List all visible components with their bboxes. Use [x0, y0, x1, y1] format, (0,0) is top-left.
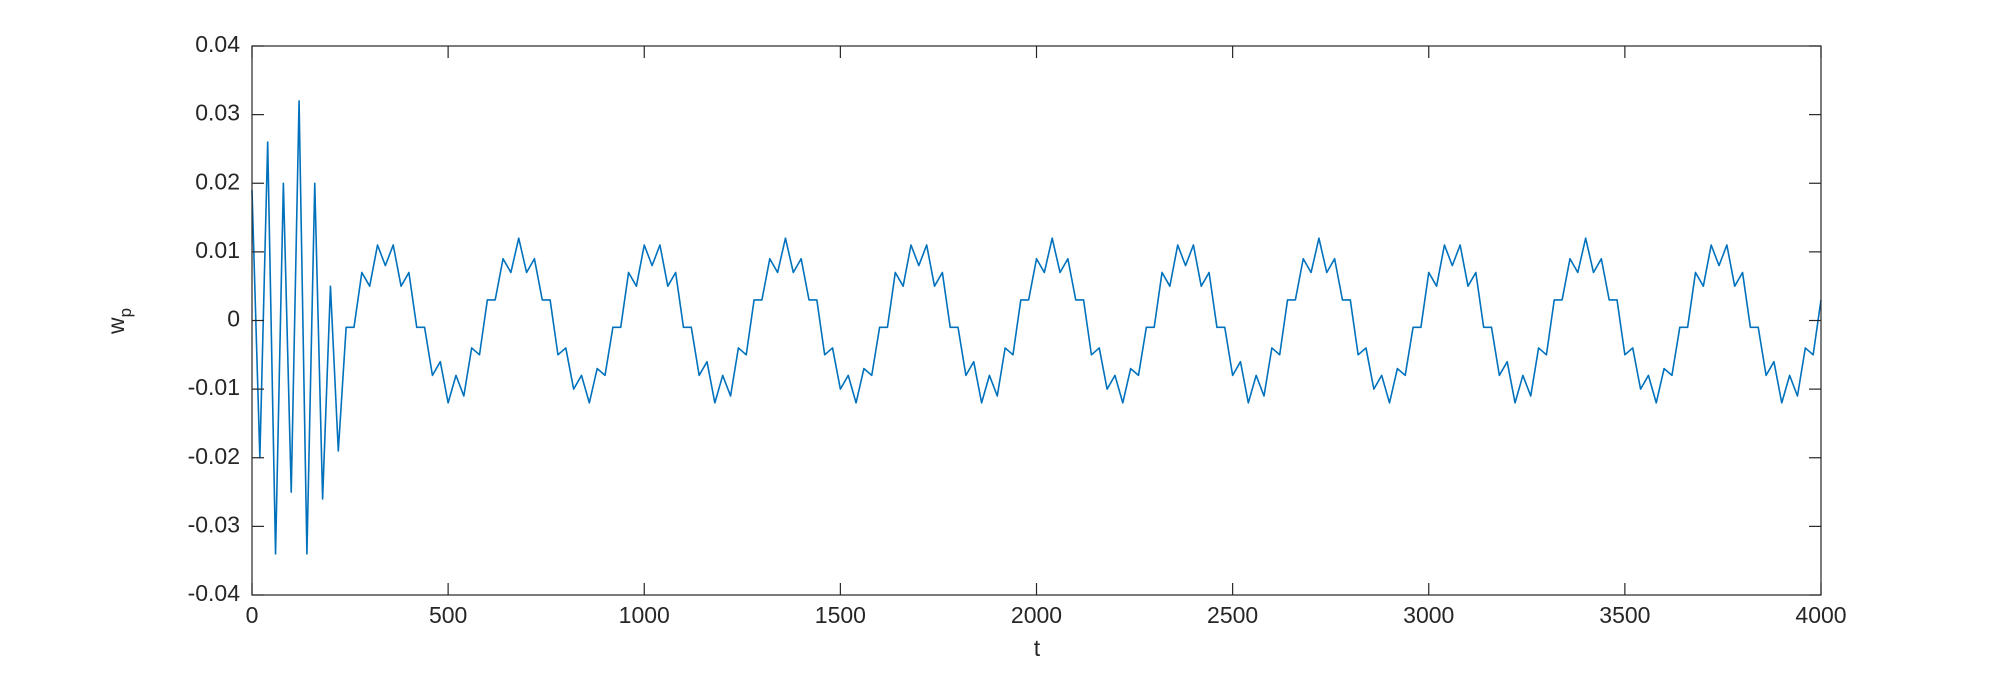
- y-tick-label: -0.03: [188, 511, 240, 537]
- y-axis-label-base: w: [103, 317, 129, 335]
- data-line: [251, 100, 1822, 555]
- y-tick-label: -0.01: [188, 374, 240, 400]
- plot-area: [252, 46, 1821, 595]
- x-tick-label: 4000: [1795, 602, 1846, 628]
- x-tick-label: 2500: [1207, 602, 1258, 628]
- y-axis-label-group: wp: [103, 308, 135, 335]
- x-tick-label: 1500: [815, 602, 866, 628]
- y-tick-label: 0.03: [195, 100, 240, 126]
- y-tick-label: -0.04: [188, 580, 241, 606]
- x-tick-label: 3000: [1403, 602, 1454, 628]
- x-tick-label: 1000: [619, 602, 670, 628]
- y-axis-label: wp: [103, 308, 135, 335]
- x-tick-label: 0: [246, 602, 259, 628]
- y-tick-label: 0.02: [195, 168, 240, 194]
- x-tick-label: 3500: [1599, 602, 1650, 628]
- x-axis-label: t: [1034, 635, 1041, 661]
- y-tick-label: 0: [227, 306, 240, 332]
- y-tick-label: 0.01: [195, 237, 240, 263]
- x-tick-label: 500: [429, 602, 467, 628]
- y-axis-label-sub: p: [116, 308, 135, 317]
- y-tick-label: 0.04: [195, 31, 240, 57]
- y-tick-label: -0.02: [188, 443, 240, 469]
- x-tick-label: 2000: [1011, 602, 1062, 628]
